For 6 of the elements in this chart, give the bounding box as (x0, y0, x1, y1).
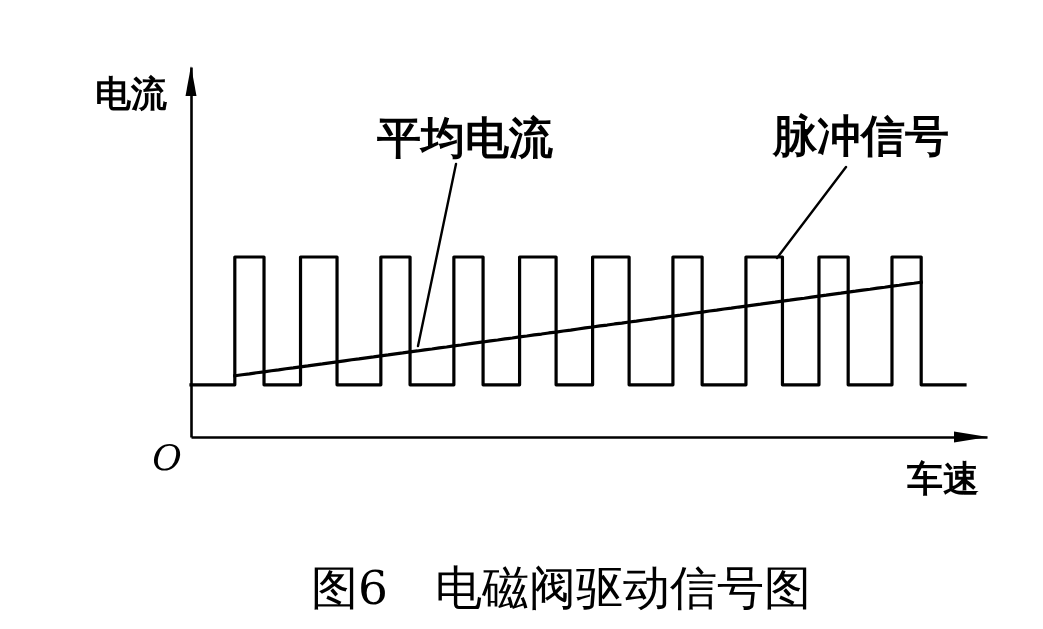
x-axis-title: 车速 (906, 457, 979, 499)
y-axis-title: 电流 (94, 72, 167, 114)
text: 图6 电磁阀驱动信号图 (311, 560, 811, 615)
text: O (152, 437, 182, 478)
text: 脉冲信号 (772, 110, 949, 161)
text: 平均电流 (377, 112, 553, 163)
